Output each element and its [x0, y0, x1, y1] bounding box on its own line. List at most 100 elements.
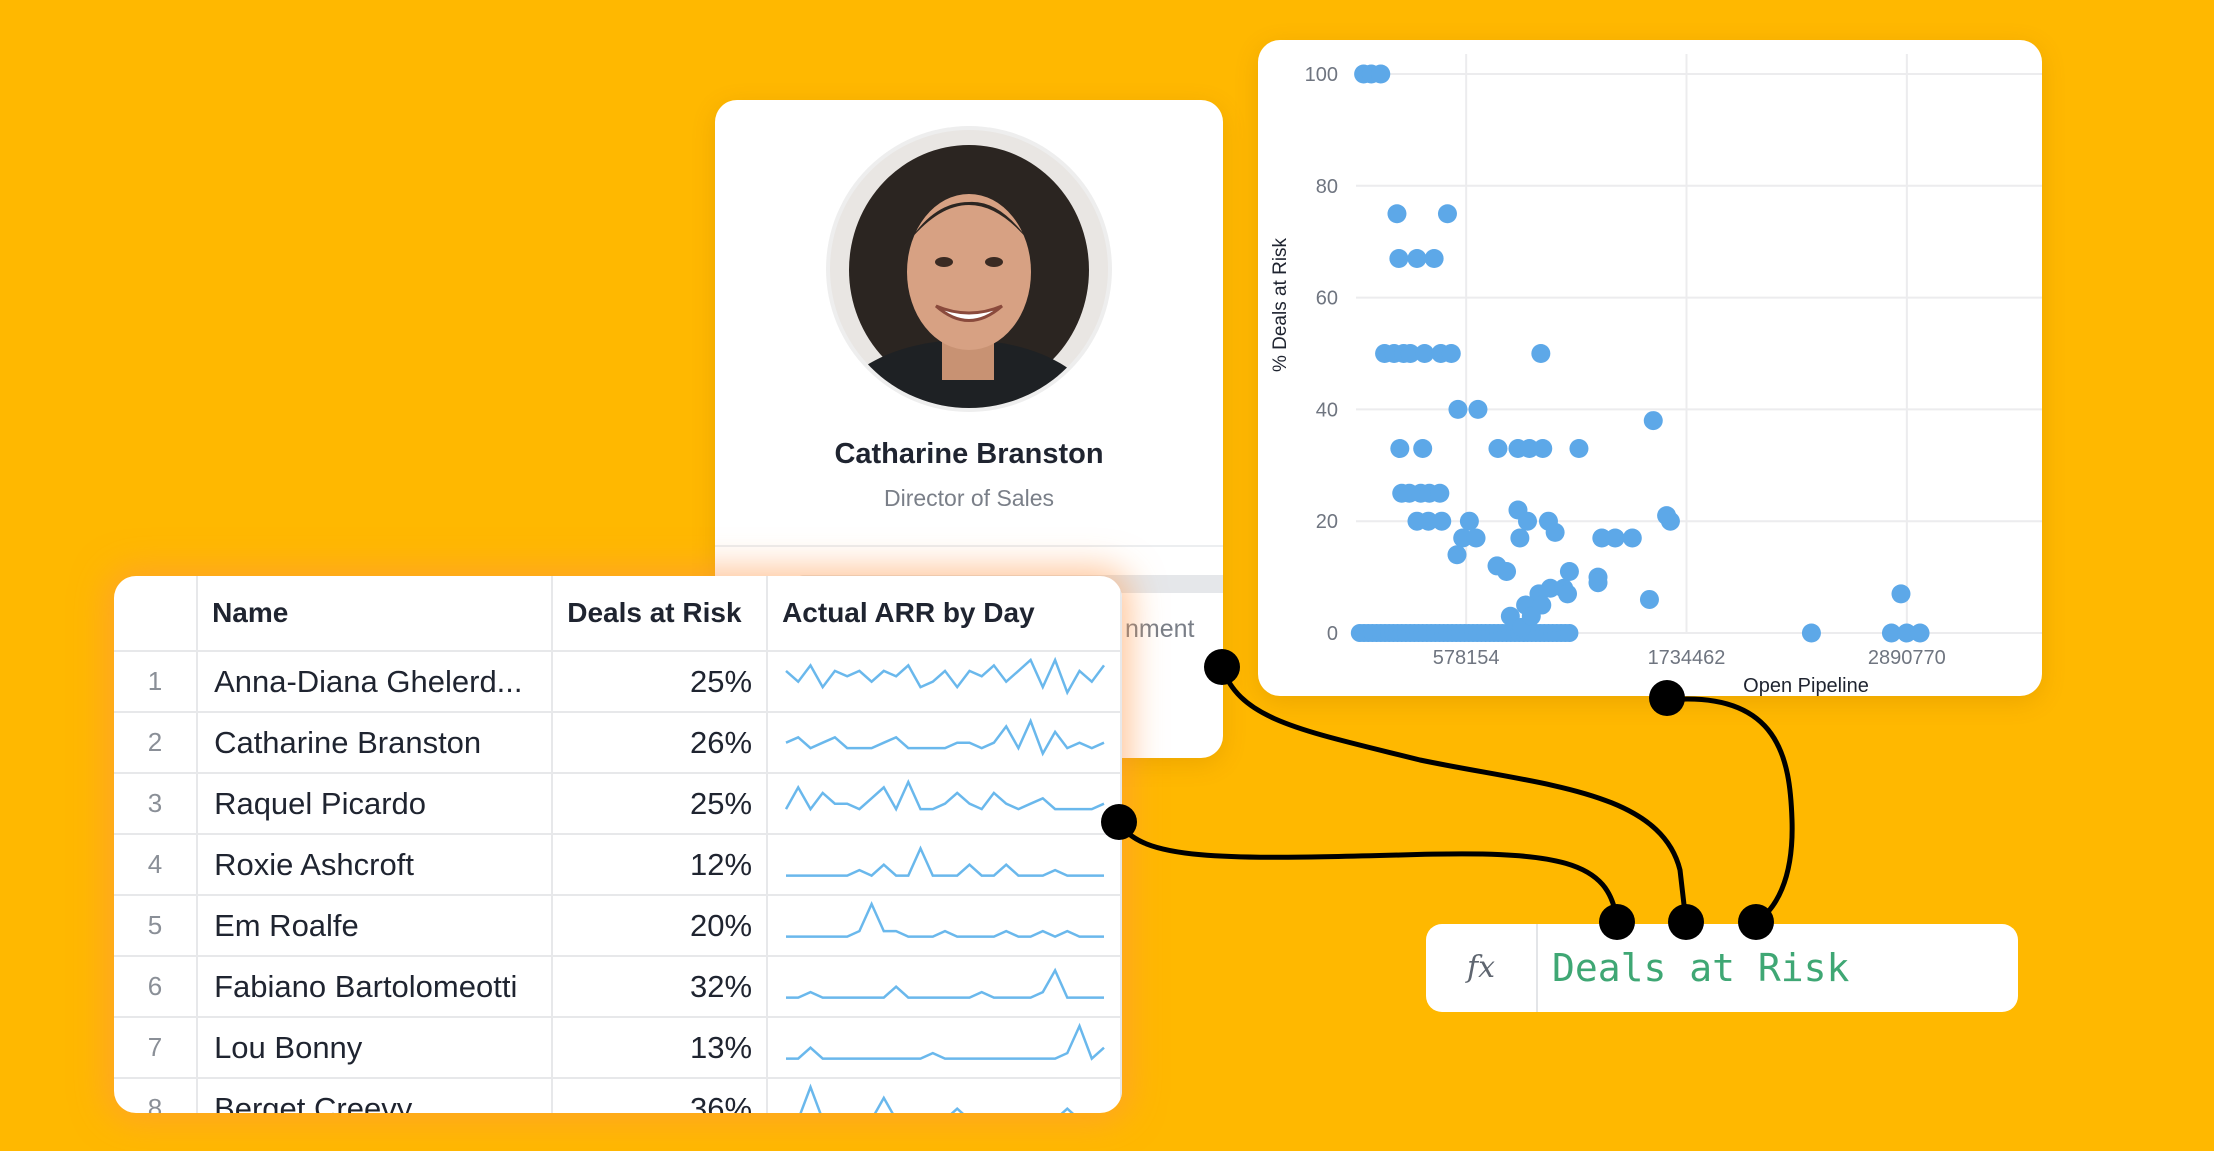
deals-at-risk-cell[interactable]: 32% — [551, 955, 769, 1018]
profile-name: Catharine Branston — [834, 438, 1104, 470]
connector-line — [1116, 820, 1620, 923]
data-point — [1390, 439, 1410, 459]
column-header-deals-at-risk[interactable]: Deals at Risk — [551, 576, 769, 652]
table-row[interactable]: 8 Berget Creevy 36% — [114, 1077, 1122, 1113]
table-row[interactable]: 1 Anna-Diana Ghelerd... 25% — [114, 650, 1122, 713]
profile-card[interactable]: Catharine Branston Director of Sales nme… — [715, 100, 1223, 758]
y-axis-label: % Deals at Risk — [1270, 237, 1291, 372]
data-table[interactable]: Name Deals at Risk Actual ARR by Day 1 An… — [114, 576, 1122, 1113]
data-point — [1389, 248, 1409, 268]
row-index: 1 — [114, 650, 199, 713]
table-header-row: Name Deals at Risk Actual ARR by Day — [114, 576, 1122, 652]
sparkline-cell[interactable] — [766, 1016, 1122, 1079]
name-cell[interactable]: Fabiano Bartolomeotti — [196, 955, 554, 1018]
avatar-image — [830, 130, 1108, 408]
sparkline — [786, 1022, 1105, 1061]
data-point — [1891, 584, 1911, 604]
table-row[interactable]: 3 Raquel Picardo 25% — [114, 772, 1122, 835]
data-point — [1497, 562, 1517, 582]
data-point — [1488, 439, 1508, 459]
data-point — [1519, 439, 1539, 459]
sparkline-cell[interactable] — [766, 650, 1122, 713]
x-tick-label: 2890770 — [1868, 647, 1946, 669]
data-point — [1558, 584, 1578, 604]
data-point — [1545, 522, 1565, 542]
table-row[interactable]: 4 Roxie Ashcroft 12% — [114, 833, 1122, 896]
sparkline-cell[interactable] — [766, 711, 1122, 774]
name-cell[interactable]: Raquel Picardo — [196, 772, 554, 835]
data-point — [1881, 623, 1901, 643]
index-header — [114, 576, 199, 652]
data-point — [1459, 511, 1479, 531]
sparkline-line — [786, 845, 1105, 878]
formula-input[interactable]: Deals at Risk — [1552, 946, 1850, 990]
table-row[interactable]: 6 Fabiano Bartolomeotti 32% — [114, 955, 1122, 1018]
data-point — [1657, 506, 1677, 526]
data-point — [1531, 344, 1551, 363]
avatar — [826, 126, 1112, 412]
data-point — [1413, 439, 1433, 459]
y-tick-label: 20 — [1316, 511, 1338, 533]
deals-at-risk-cell[interactable]: 25% — [551, 772, 769, 835]
data-point — [1559, 562, 1579, 582]
sparkline — [785, 656, 1106, 696]
row-index: 2 — [114, 711, 199, 774]
table-row[interactable]: 7 Lou Bonny 13% — [114, 1016, 1122, 1079]
sparkline — [799, 1083, 1075, 1113]
sparkline-cell[interactable] — [766, 894, 1122, 957]
data-point — [1622, 528, 1642, 548]
data-table-card[interactable]: Name Deals at Risk Actual ARR by Day 1 An… — [114, 576, 1122, 1113]
deals-at-risk-cell[interactable]: 13% — [551, 1016, 769, 1079]
data-point — [1468, 399, 1488, 419]
deals-at-risk-cell[interactable]: 26% — [551, 711, 769, 774]
data-point — [1432, 511, 1452, 531]
sparkline-line — [786, 967, 1105, 999]
y-tick-label: 80 — [1316, 176, 1338, 198]
data-point — [1430, 483, 1450, 503]
y-tick-label: 0 — [1327, 623, 1338, 645]
deals-at-risk-cell[interactable]: 36% — [551, 1077, 769, 1113]
scatter-chart[interactable]: 0 20 40 60 80 100 578154 1734462 2890770 Open Pip… — [1258, 40, 2042, 696]
connector-line — [1219, 666, 1689, 923]
formula-bar[interactable]: fx Deals at Risk — [1426, 924, 2018, 1012]
sparkline-line — [786, 900, 1105, 938]
deals-at-risk-cell[interactable]: 20% — [551, 894, 769, 957]
connector-line — [1666, 696, 1795, 925]
table-row[interactable]: 2 Catharine Branston 26% — [114, 711, 1122, 774]
data-point — [1448, 399, 1468, 419]
sparkline-line — [785, 656, 1106, 696]
divider — [715, 545, 1223, 547]
sparkline — [786, 900, 1105, 938]
column-header-name[interactable]: Name — [196, 576, 554, 652]
name-cell[interactable]: Catharine Branston — [196, 711, 554, 774]
name-cell[interactable]: Berget Creevy — [196, 1077, 554, 1113]
data-point — [1466, 528, 1486, 548]
sparkline — [784, 778, 1105, 812]
data-point — [1437, 204, 1457, 224]
deals-at-risk-cell[interactable]: 25% — [551, 650, 769, 713]
name-cell[interactable]: Lou Bonny — [196, 1016, 554, 1079]
data-point — [1897, 623, 1917, 643]
sparkline — [785, 717, 1105, 757]
data-point — [1371, 64, 1391, 84]
comment-label: nment — [1125, 615, 1195, 643]
y-tick-label: 40 — [1316, 399, 1338, 421]
name-cell[interactable]: Anna-Diana Ghelerd... — [196, 650, 554, 713]
data-point — [1447, 545, 1467, 565]
sparkline-line — [784, 778, 1105, 812]
data-point — [1441, 344, 1461, 363]
sparkline-cell[interactable] — [766, 772, 1122, 835]
name-cell[interactable]: Roxie Ashcroft — [196, 833, 554, 896]
scatter-chart-card[interactable]: 0 20 40 60 80 100 578154 1734462 2890770 Open Pip… — [1258, 40, 2042, 696]
column-header-arr-by-day[interactable]: Actual ARR by Day — [766, 576, 1122, 652]
data-point — [1560, 624, 1579, 642]
function-icon: fx — [1426, 924, 1538, 1012]
sparkline-cell[interactable] — [766, 833, 1122, 896]
data-point — [1532, 595, 1552, 615]
row-index: 4 — [114, 833, 199, 896]
table-row[interactable]: 5 Em Roalfe 20% — [114, 894, 1122, 957]
sparkline-cell[interactable] — [766, 1077, 1122, 1113]
sparkline-cell[interactable] — [766, 955, 1122, 1018]
name-cell[interactable]: Em Roalfe — [196, 894, 554, 957]
deals-at-risk-cell[interactable]: 12% — [551, 833, 769, 896]
